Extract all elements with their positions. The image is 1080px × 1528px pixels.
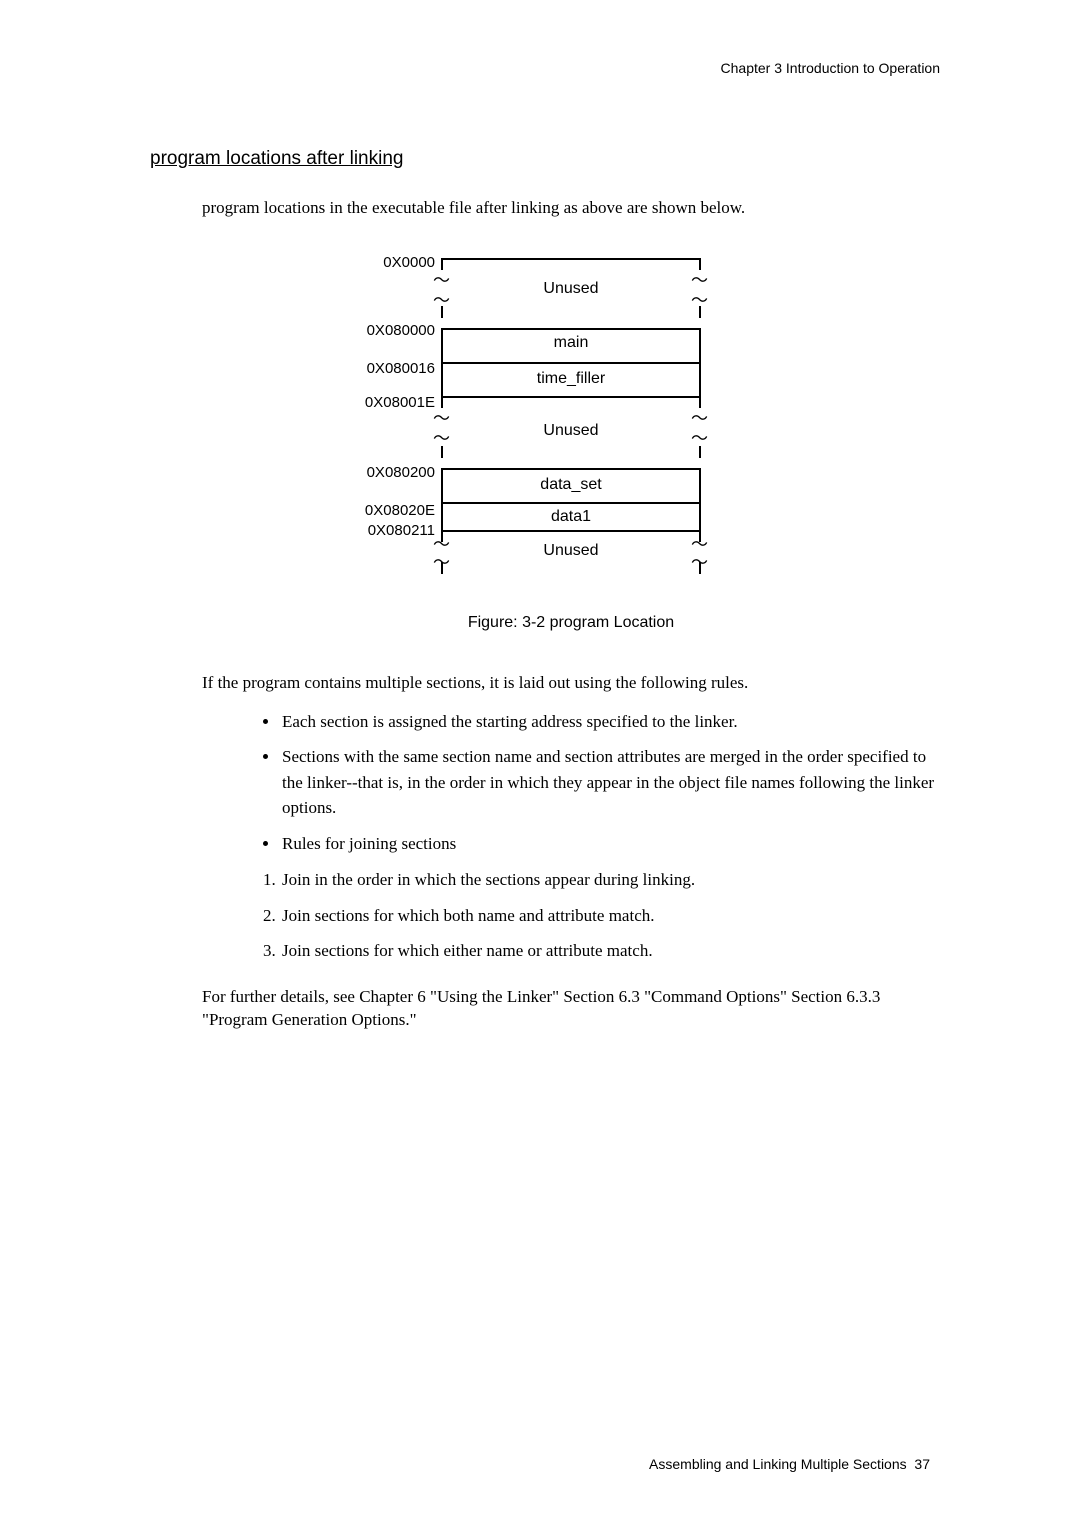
memory-region-label: time_filler [441, 370, 701, 388]
memory-address-label: 0X0000 [383, 254, 435, 271]
page-number: 37 [914, 1456, 930, 1472]
memory-boundary-line [441, 396, 701, 398]
memory-address-label: 0X080016 [367, 360, 435, 377]
intro-text: program locations in the executable file… [202, 198, 940, 218]
memory-region-label: Unused [441, 422, 701, 440]
memory-address-label: 0X080200 [367, 464, 435, 481]
memory-address-label: 0X08020E [365, 502, 435, 519]
memory-region-label: data1 [441, 508, 701, 526]
figure-caption: Figure: 3-2 program Location [202, 614, 940, 632]
footer-text: Assembling and Linking Multiple Sections [649, 1456, 907, 1472]
rules-intro: If the program contains multiple section… [202, 672, 940, 695]
memory-boundary-line [441, 502, 701, 504]
memory-region-label: Unused [441, 542, 701, 560]
memory-boundary-line [441, 328, 701, 330]
join-rules-list: Join in the order in which the sections … [280, 866, 940, 964]
list-item: Rules for joining sections [280, 831, 940, 857]
memory-address-label: 0X080000 [367, 322, 435, 339]
further-details: For further details, see Chapter 6 "Usin… [202, 986, 940, 1032]
page-footer: Assembling and Linking Multiple Sections… [649, 1456, 930, 1472]
memory-map-diagram: 0X0000 0X080000 0X080016 0X08001E 0X080200 0X… [301, 254, 841, 584]
memory-boundary-line [441, 530, 701, 532]
memory-address-label: 0X080211 [368, 522, 435, 539]
list-item: Join sections for which either name or a… [280, 937, 940, 964]
memory-address-label: 0X08001E [365, 394, 435, 411]
rules-bullets: Each section is assigned the starting ad… [280, 709, 940, 857]
memory-region-label: Unused [441, 280, 701, 298]
memory-boundary-line [441, 362, 701, 364]
memory-region-label: main [441, 334, 701, 352]
section-title: program locations after linking [150, 148, 940, 170]
memory-boundary-line [441, 258, 701, 260]
list-item: Join in the order in which the sections … [280, 866, 940, 893]
memory-region-label: data_set [441, 476, 701, 494]
list-item: Sections with the same section name and … [280, 744, 940, 821]
memory-boundary-line [441, 468, 701, 470]
list-item: Join sections for which both name and at… [280, 902, 940, 929]
list-item: Each section is assigned the starting ad… [280, 709, 940, 735]
chapter-header: Chapter 3 Introduction to Operation [150, 60, 940, 76]
